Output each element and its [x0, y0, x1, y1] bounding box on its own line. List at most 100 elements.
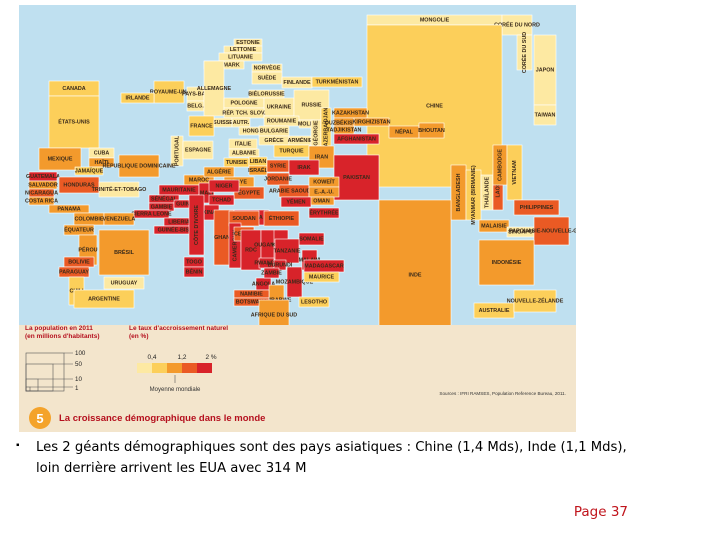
- country-armenie-label: ARMÉNIE: [288, 136, 313, 144]
- country-yemen-label: YÉMEN: [286, 197, 305, 205]
- country-afrique-du-sud-label: AFRIQUE DU SUD: [251, 312, 298, 318]
- country-senegal-label: SÉNÉGAL: [151, 194, 178, 202]
- country-algerie-cell: [203, 166, 235, 178]
- country-kirghizistan-cell: [353, 117, 390, 127]
- country-guatemala-label: GUATEMALA: [26, 174, 60, 180]
- country-tchad-label: TCHAD: [212, 197, 231, 203]
- legend-growth-title: Le taux d'accroissement naturel (en %): [129, 325, 228, 341]
- country-nouvelle-zelande-label: NOUVELLE-ZÉLANDE: [507, 296, 564, 304]
- country-pakistan-label: PAKISTAN: [343, 175, 370, 181]
- country-argentine-cell: [73, 289, 135, 309]
- legend-growth-title-text: Le taux d'accroissement naturel: [129, 325, 229, 332]
- country-etats-unis-label: ÉTATS-UNIS: [58, 117, 90, 125]
- country-syrie-label: SYRIE: [270, 163, 287, 169]
- country-hong-label: HONG.: [243, 128, 261, 134]
- country-russie-label: RUSSIE: [301, 102, 321, 108]
- country-ghana-label: GHANA: [214, 235, 234, 241]
- country-albanie-cell: [228, 148, 260, 158]
- country-philippines-label: PHILIPPINES: [520, 205, 554, 211]
- country-france-cell: [188, 115, 215, 137]
- country-yemen-cell: [280, 196, 312, 208]
- country-pologne-label: POLOGNE: [231, 100, 258, 106]
- country-tanzanie-cell: [274, 238, 300, 264]
- country-norvege-label: NORVÈGE: [254, 63, 281, 71]
- country-mali-label: MALI: [200, 190, 214, 196]
- country-ouzbekistan-label: OUZBÉKISTAN: [325, 118, 364, 126]
- country-uruguay-cell: [103, 276, 145, 290]
- bullet-text: Les 2 géants démographiques sont des pay…: [36, 440, 627, 476]
- country-arabie-saoudite-label: ARABIE SAOUDITE: [269, 188, 319, 194]
- country-irlande-cell: [120, 92, 155, 104]
- country-pakistan-cell: [333, 154, 380, 201]
- country-taiwan-label: TAIWAN: [535, 112, 556, 118]
- country-perou-label: PÉROU: [78, 245, 97, 253]
- country-nouvelle-zelande-cell: [513, 289, 557, 313]
- country-finlande-label: FINLANDE: [283, 80, 311, 86]
- country-bhoutan-label: BHOUTAN: [418, 128, 445, 134]
- country-egypte-cell: [233, 186, 265, 200]
- scale-label-100: 100: [75, 350, 86, 357]
- country-laos-label: LAOS: [495, 182, 501, 197]
- country-suede-label: SUÈDE: [258, 73, 277, 81]
- country-chine-cell: [366, 24, 503, 188]
- country-erythree-cell: [308, 207, 340, 219]
- country-oman-label: OMAN: [313, 198, 330, 204]
- country-burundi-label: BURUNDI: [268, 262, 293, 268]
- country-mold-label: MOLD.: [298, 121, 316, 127]
- country-inde-label: INDE: [409, 272, 422, 278]
- country-cameroun-label: CAMEROUN: [232, 230, 238, 262]
- country-venezuela-cell: [103, 212, 135, 226]
- cartogram-map: MONGOLIE CORÉE DU NORD CORÉE DU SUD JAPON TA…: [19, 5, 576, 325]
- country-bolivie-label: BOLIVIE: [68, 259, 90, 265]
- country-malaisie-cell: [478, 219, 510, 233]
- scale-square-50: [25, 363, 54, 392]
- country-turkmenistan-label: TURKMÉNISTAN: [316, 77, 359, 85]
- country-jamaique-label: JAMAÏQUE: [75, 167, 104, 174]
- country-bhoutan-cell: [418, 122, 445, 139]
- country-taiwan-cell: [533, 104, 557, 126]
- country-cote-d-ivoire-label: CÔTE D'IVOIRE: [192, 205, 200, 245]
- country-espagne-label: ESPAGNE: [185, 147, 211, 153]
- country-benin-cell: [183, 266, 205, 278]
- country-salvador-label: SALVADOR: [28, 182, 58, 188]
- country-coree-du-sud-cell: [516, 34, 533, 71]
- country-estonie-label: ESTONIE: [236, 40, 260, 46]
- country-pays-bas-label: PAYS-BAS: [182, 91, 209, 97]
- country-rdc-label: RDC: [245, 247, 257, 253]
- country-suisse-label: SUISSE: [213, 120, 233, 126]
- country-chine-label: CHINE: [426, 103, 443, 109]
- country-niger-cell: [208, 179, 240, 193]
- country-bielorussie-label: BIÉLORUSSIE: [248, 89, 285, 97]
- country-papouasie-nouvelle-guinee-cell: [533, 216, 570, 246]
- country-cote-d-ivoire-cell: [188, 194, 205, 256]
- country-colombie-label: COLOMBIE: [74, 216, 103, 222]
- country-nepal-label: NÉPAL: [395, 127, 414, 135]
- country-malaisie-label: MALAISIE: [481, 223, 507, 229]
- country-maroc-label: MAROC: [189, 177, 209, 183]
- country-nicaragua-label: NICARAGUA: [25, 190, 58, 196]
- country-grece-label: GRÈCE: [264, 136, 284, 144]
- country-inde-cell: [378, 199, 452, 325]
- country-belg-label: BELG.: [187, 103, 204, 109]
- country-togo-label: TOGO: [186, 259, 202, 265]
- country-bresil-label: BRÉSIL: [114, 248, 134, 256]
- legend-population-title-text: La population en 2011: [25, 325, 93, 332]
- growth-tick-2: 1,2: [178, 354, 187, 361]
- square-bullet-icon: ▪: [16, 440, 20, 451]
- country-italie-label: ITALIE: [235, 141, 252, 147]
- country-haiti-label: HAÏTI: [94, 159, 109, 166]
- country-vietnam-label: VIETNAM: [512, 160, 518, 185]
- country-indonesie-cell: [478, 239, 535, 286]
- country-argentine-label: ARGENTINE: [88, 296, 120, 302]
- country-roumanie-label: ROUMANIE: [267, 118, 297, 124]
- country-trinite-et-tobago-cell: [98, 181, 140, 198]
- country-rep-tch-slov-label: RÉP. TCH. SLOV.: [222, 108, 266, 116]
- country-allemagne-label: ALLEMAGNE: [197, 86, 232, 92]
- country-gambie-label: GAMBIE: [151, 204, 173, 210]
- country-cuba-label: CUBA: [94, 150, 110, 156]
- country-panama-cell: [48, 204, 90, 214]
- country-benin-label: BÉNIN: [186, 267, 203, 275]
- country-burundi-cell: [273, 259, 287, 271]
- caption-title: La croissance démographique dans le mond…: [59, 413, 266, 424]
- country-paraguay-label: PARAGUAY: [59, 269, 89, 275]
